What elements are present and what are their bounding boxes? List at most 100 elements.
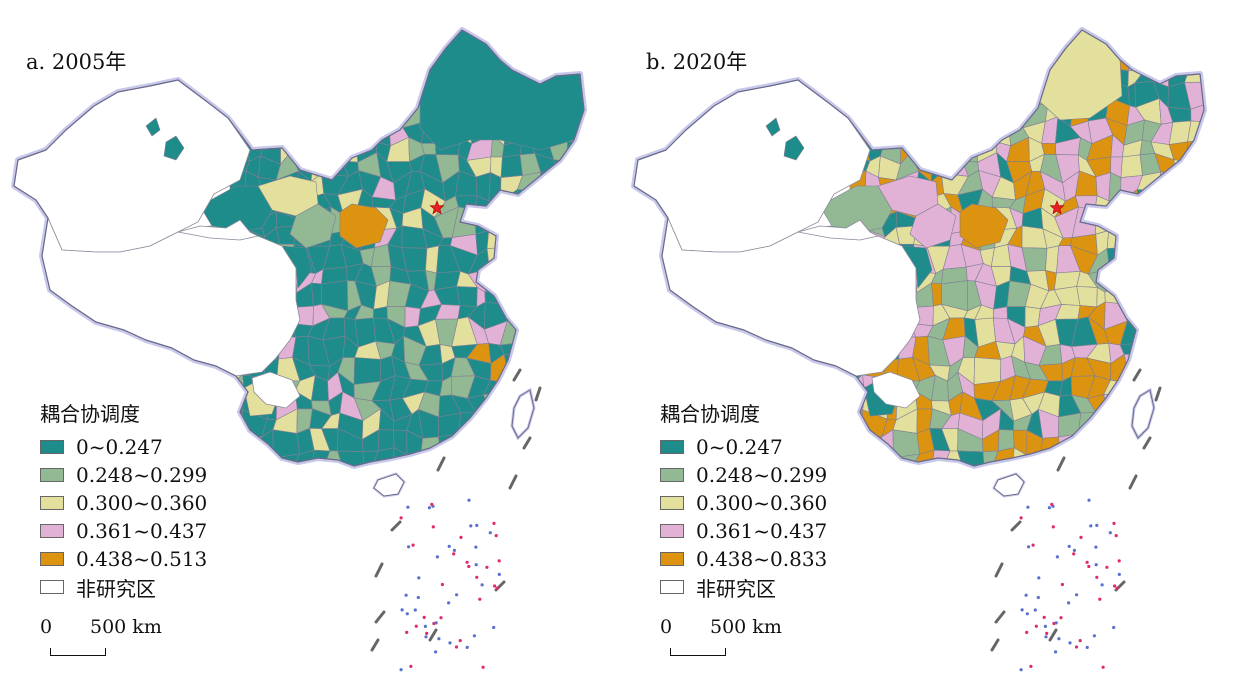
region-polygon (325, 97, 349, 124)
region-polygon (310, 51, 332, 65)
region-polygon (539, 357, 558, 376)
boundary-dash (992, 640, 998, 650)
island-dot (1044, 635, 1047, 638)
map-panel-2005: a. 2005年 耦合协调度 0~0.247 0.248~0.299 0.300… (0, 0, 610, 694)
region-polygon (241, 30, 263, 55)
region-polygon (338, 102, 360, 125)
region-polygon (902, 67, 914, 89)
legend-label: 0~0.247 (76, 435, 163, 459)
island-dot (417, 576, 420, 579)
island-dot (448, 545, 451, 548)
region-polygon (538, 427, 550, 451)
region-polygon (395, 30, 410, 47)
region-polygon (553, 173, 566, 198)
region-polygon (534, 229, 556, 256)
region-polygon (850, 454, 871, 470)
region-polygon (354, 358, 381, 385)
region-polygon (489, 211, 506, 231)
legend-item: 0.248~0.299 (40, 461, 207, 489)
region-polygon (338, 45, 363, 72)
legend-title: 耦合协调度 (40, 398, 207, 427)
region-polygon (861, 30, 883, 55)
island-dot (1073, 549, 1076, 552)
region-polygon (517, 299, 538, 324)
island-dot (466, 646, 469, 649)
region-polygon (516, 336, 540, 357)
island-dot (492, 626, 495, 629)
island-dot (1043, 616, 1046, 619)
legend-swatch (40, 524, 64, 538)
island-dot (1116, 587, 1119, 590)
legend-item: 非研究区 (660, 573, 827, 601)
island-dot (400, 668, 403, 671)
region-polygon (1173, 198, 1189, 213)
island-dot (1037, 596, 1040, 599)
region-polygon (548, 451, 567, 470)
island-dot (1027, 545, 1030, 548)
region-polygon (567, 157, 586, 178)
boundary-dash (996, 612, 1004, 622)
region-polygon (294, 123, 316, 146)
region-polygon (974, 100, 998, 125)
region-polygon (948, 30, 962, 54)
region-polygon (524, 48, 542, 72)
region-polygon (1027, 43, 1044, 73)
boundary-dash (510, 476, 516, 488)
island-dot (1057, 637, 1060, 640)
island-dot (474, 546, 477, 549)
region-polygon (983, 64, 996, 91)
region-polygon (1152, 266, 1174, 293)
legend-swatch (660, 580, 684, 594)
region-polygon (553, 266, 568, 293)
island-dot (1089, 524, 1092, 527)
island-dot (1086, 561, 1089, 564)
island-dot (447, 601, 450, 604)
island-dot (1037, 576, 1040, 579)
region-polygon (533, 30, 554, 48)
region-polygon (328, 30, 342, 54)
island-dot (481, 583, 484, 586)
legend-label: 非研究区 (76, 573, 156, 602)
island-dot (467, 565, 470, 568)
boundary-dash (1156, 388, 1160, 400)
region-polygon (547, 322, 569, 348)
island-dot (492, 522, 495, 525)
region-polygon (1158, 414, 1174, 434)
region-polygon (374, 100, 390, 122)
island-dot (1087, 499, 1090, 502)
region-polygon (863, 81, 887, 108)
region-polygon (1158, 399, 1174, 419)
region-polygon (282, 67, 294, 89)
region-polygon (230, 30, 244, 49)
region-polygon (1042, 143, 1056, 154)
island-dot (475, 524, 478, 527)
region-polygon (569, 30, 585, 54)
region-polygon (388, 72, 407, 86)
region-polygon (248, 61, 261, 83)
region-polygon (943, 45, 962, 72)
legend-swatch (660, 468, 684, 482)
legend-item: 0.361~0.437 (660, 517, 827, 545)
region-polygon (881, 102, 904, 120)
region-polygon (1173, 266, 1188, 293)
island-dot (405, 631, 408, 634)
region-polygon (850, 30, 864, 49)
region-polygon (325, 116, 343, 145)
region-polygon (877, 61, 903, 83)
island-dot (401, 608, 404, 611)
region-polygon (275, 118, 295, 140)
region-polygon (469, 448, 492, 470)
scale-zero-label: 0 (660, 616, 672, 638)
island-dot (430, 503, 433, 506)
legend-label: 0.438~0.513 (76, 547, 207, 571)
region-polygon (910, 137, 936, 159)
region-polygon (1136, 336, 1160, 357)
region-polygon (422, 143, 436, 154)
region-polygon (565, 172, 585, 198)
region-polygon (943, 89, 969, 102)
region-polygon (517, 254, 541, 272)
island-dot (1020, 516, 1023, 519)
island-dot (1109, 531, 1112, 534)
region-polygon (373, 64, 391, 84)
region-polygon (895, 118, 915, 140)
